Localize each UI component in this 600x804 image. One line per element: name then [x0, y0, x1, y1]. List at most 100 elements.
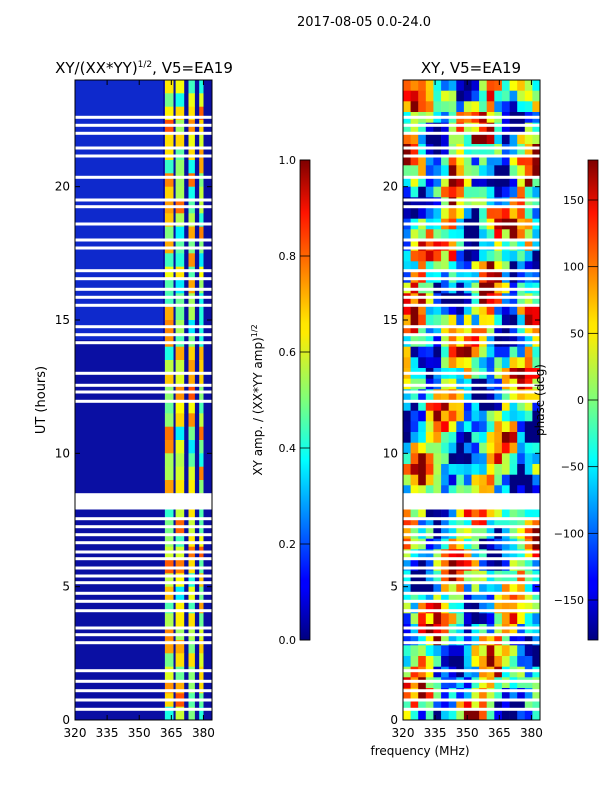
- right-phase-cell: [494, 688, 503, 700]
- right-phase-cell: [441, 229, 450, 241]
- left-band-cell: [175, 80, 185, 94]
- right-phase-cell: [471, 314, 480, 326]
- right-phase-cell: [448, 453, 457, 465]
- left-band-cell: [199, 546, 204, 561]
- right-phase-cell: [524, 325, 533, 337]
- left-band-cell: [164, 146, 174, 161]
- right-phase-cell: [479, 432, 488, 444]
- left-band-cell: [188, 306, 195, 321]
- right-phase-cell: [532, 560, 541, 572]
- right-phase-cell: [418, 453, 427, 465]
- blank-row: [75, 222, 212, 226]
- right-phase-cell: [418, 293, 427, 305]
- right-phase-cell: [448, 304, 457, 316]
- left-band-cell: [188, 666, 195, 681]
- right-phase-cell: [448, 656, 457, 668]
- left-band-cell: [175, 133, 185, 148]
- right-phase-cell: [479, 176, 488, 188]
- right-phase-cell: [425, 624, 434, 636]
- right-phase-cell: [524, 133, 533, 145]
- right-phase-cell: [448, 517, 457, 529]
- left-band-cell: [188, 80, 195, 94]
- left-band-cell: [188, 146, 195, 161]
- right-phase-cell: [479, 165, 488, 177]
- right-phase-cell: [486, 101, 495, 113]
- blank-row: [75, 633, 212, 637]
- blank-row: [403, 707, 540, 711]
- right-phase-cell: [517, 122, 526, 134]
- right-phase-cell: [524, 90, 533, 102]
- right-phase-cell: [517, 421, 526, 433]
- x-tick-label: 350: [128, 726, 151, 740]
- right-phase-cell: [425, 122, 434, 134]
- right-phase-cell: [410, 581, 419, 593]
- right-phase-cell: [479, 634, 488, 646]
- right-phase-cell: [524, 240, 533, 252]
- x-tick-label: 335: [424, 726, 447, 740]
- right-phase-cell: [501, 389, 510, 401]
- right-phase-cell: [517, 325, 526, 337]
- right-phase-cell: [524, 688, 533, 700]
- blank-row: [403, 550, 540, 554]
- colorbar-tick-label: 0.6: [279, 346, 297, 359]
- left-band-cell: [175, 386, 185, 401]
- right-phase-cell: [494, 176, 503, 188]
- left-band-cell: [188, 93, 195, 108]
- left-band-cell: [199, 680, 204, 694]
- left-band-cell: [164, 293, 174, 308]
- blank-row: [75, 303, 212, 307]
- right-phase-cell: [479, 304, 488, 316]
- right-phase-cell: [403, 645, 411, 657]
- right-phase-cell: [524, 389, 533, 401]
- right-phase-cell: [494, 421, 503, 433]
- right-phase-cell: [410, 80, 419, 92]
- right-phase-cell: [441, 464, 450, 476]
- figure-xlabel: frequency (MHz): [370, 744, 469, 758]
- blank-row: [403, 574, 540, 578]
- blank-row: [403, 325, 540, 329]
- left-band-cell: [199, 440, 204, 454]
- blank-row: [75, 525, 212, 529]
- right-phase-cell: [486, 624, 495, 636]
- right-phase-cell: [532, 261, 541, 273]
- right-phase-cell: [517, 677, 526, 689]
- left-band-cell: [164, 226, 174, 241]
- right-phase-cell: [479, 592, 488, 604]
- right-phase-cell: [433, 346, 442, 358]
- left-band-cell: [175, 333, 185, 348]
- right-phase-cell: [463, 410, 472, 422]
- right-phase-cell: [463, 197, 472, 209]
- right-phase-cell: [456, 186, 465, 198]
- right-phase-cell: [532, 197, 541, 209]
- right-phase-cell: [433, 421, 442, 433]
- right-phase-cell: [532, 698, 541, 710]
- right-phase-cell: [441, 154, 450, 166]
- blank-row: [75, 517, 212, 521]
- right-phase-cell: [471, 432, 480, 444]
- right-phase-cell: [418, 80, 427, 92]
- left-band-cell: [199, 346, 204, 361]
- left-band-cell: [199, 213, 204, 228]
- right-phase-cell: [524, 645, 533, 657]
- left-band-cell: [175, 360, 185, 374]
- blank-row: [403, 581, 540, 585]
- right-phase-cell: [441, 666, 450, 678]
- right-phase-cell: [418, 666, 427, 678]
- right-phase-cell: [425, 400, 434, 412]
- right-phase-cell: [463, 666, 472, 678]
- left-band-cell: [188, 573, 195, 588]
- left-band-cell: [175, 573, 185, 588]
- right-phase-cell: [403, 517, 411, 529]
- left-band-cell: [199, 160, 204, 174]
- right-phase-cell: [471, 602, 480, 614]
- left-band-cell: [188, 226, 195, 241]
- right-phase-cell: [410, 122, 419, 134]
- right-phase-cell: [501, 624, 510, 636]
- left-band-cell: [199, 666, 204, 681]
- right-phase-cell: [517, 240, 526, 252]
- left-band-cell: [199, 106, 204, 121]
- right-phase-cell: [441, 389, 450, 401]
- right-phase-cell: [486, 432, 495, 444]
- right-y-axis: 0 5 10 15 20: [383, 180, 540, 727]
- right-phase-cell: [418, 624, 427, 636]
